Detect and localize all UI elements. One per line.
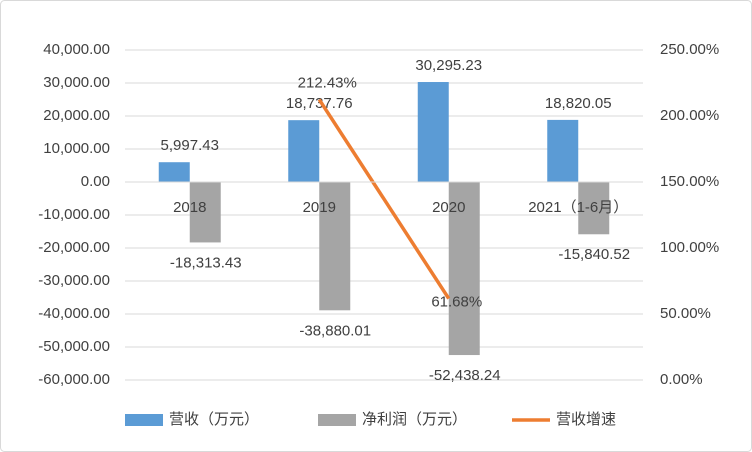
data-label: 18,737.76 — [286, 95, 353, 112]
bar — [417, 82, 449, 182]
y-tick-label: 40,000.00 — [43, 41, 110, 58]
x-tick-label: 2020 — [432, 199, 465, 216]
legend-swatch — [318, 414, 356, 426]
y2-tick-label: 100.00% — [660, 239, 719, 256]
data-label: 5,997.43 — [161, 137, 219, 154]
bar — [288, 120, 320, 182]
y2-tick-label: 50.00% — [660, 305, 711, 322]
line — [317, 98, 451, 300]
legend-label: 净利润（万元） — [362, 411, 467, 428]
bar — [448, 182, 480, 356]
data-label: -18,313.43 — [170, 254, 242, 271]
bar — [547, 119, 579, 182]
data-label: 212.43% — [298, 75, 357, 92]
y-tick-label: -40,000.00 — [38, 305, 110, 322]
data-label: 61.68% — [431, 294, 482, 311]
y-tick-label: -30,000.00 — [38, 272, 110, 289]
y-tick-label: -50,000.00 — [38, 338, 110, 355]
legend-label: 营收（万元） — [169, 411, 259, 428]
bar — [578, 182, 610, 235]
y2-tick-label: 250.00% — [660, 41, 719, 58]
bar — [189, 182, 221, 243]
legend-label: 营收增速 — [556, 411, 616, 428]
data-label: 18,820.05 — [545, 95, 612, 112]
y-tick-label: 20,000.00 — [43, 107, 110, 124]
x-tick-label: 2021（1-6月） — [528, 199, 628, 216]
y-tick-label: -20,000.00 — [38, 239, 110, 256]
y2-tick-label: 150.00% — [660, 173, 719, 190]
y-tick-label: 30,000.00 — [43, 74, 110, 91]
data-label: 30,295.23 — [415, 57, 482, 74]
y2-tick-label: 0.00% — [660, 371, 703, 388]
x-tick-label: 2018 — [173, 199, 206, 216]
y-tick-label: 0.00 — [81, 173, 110, 190]
data-label: -52,438.24 — [429, 367, 501, 384]
bar — [319, 182, 351, 311]
y2-tick-label: 200.00% — [660, 107, 719, 124]
y-tick-label: -60,000.00 — [38, 371, 110, 388]
x-tick-label: 2019 — [303, 199, 336, 216]
y-tick-label: -10,000.00 — [38, 206, 110, 223]
y-tick-label: 10,000.00 — [43, 140, 110, 157]
bar — [158, 162, 190, 182]
data-label: -38,880.01 — [299, 322, 371, 339]
data-label: -15,840.52 — [558, 246, 630, 263]
legend-swatch — [125, 414, 163, 426]
